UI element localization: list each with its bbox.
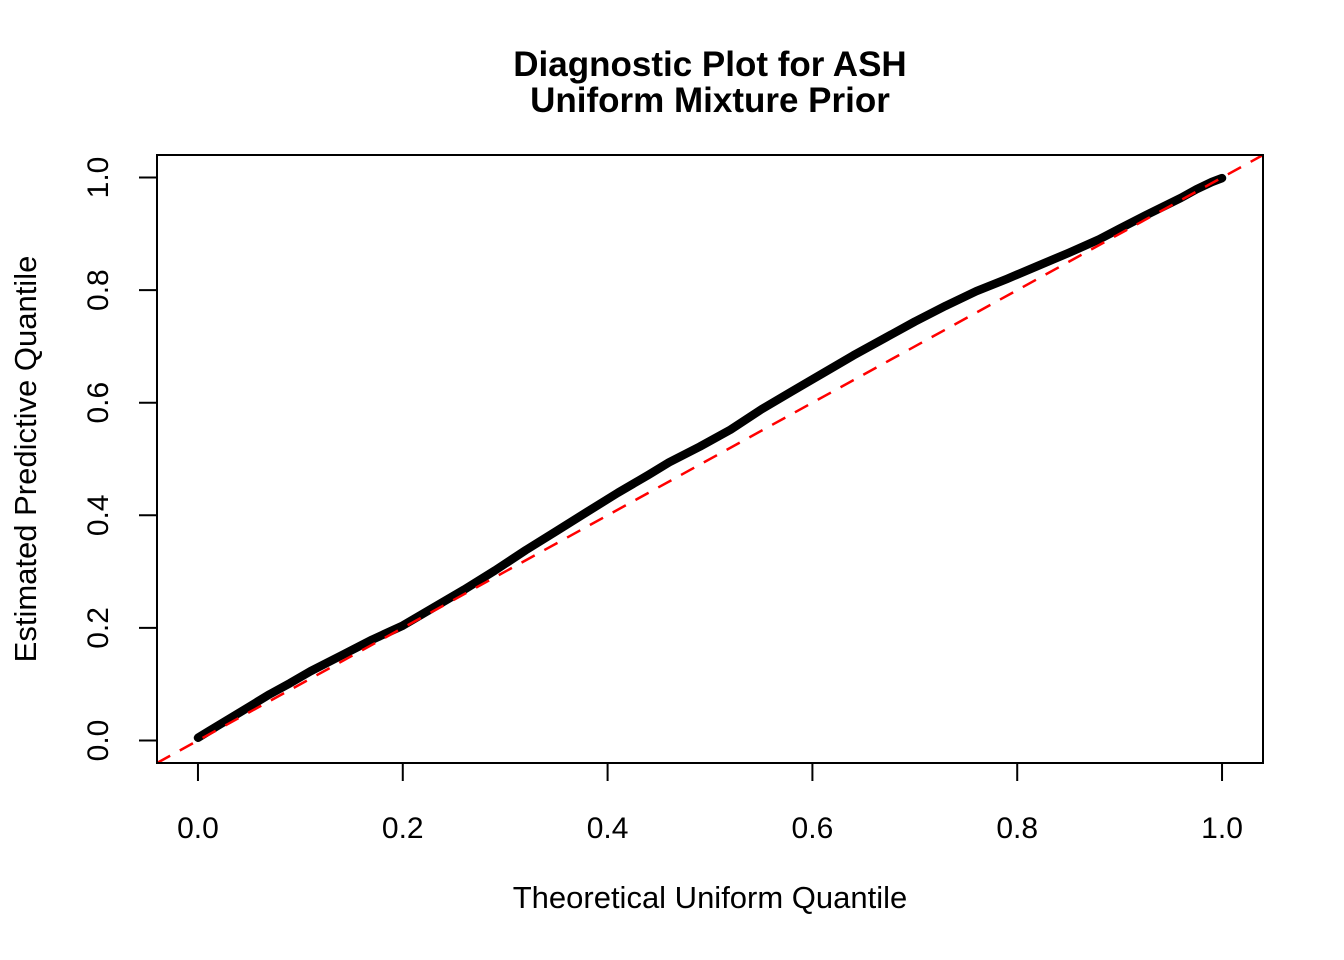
y-tick-label: 1.0 bbox=[82, 157, 115, 199]
chart-title-line-1: Diagnostic Plot for ASH bbox=[513, 45, 906, 84]
x-tick-label: 0.2 bbox=[382, 812, 424, 845]
y-tick-label: 0.2 bbox=[82, 607, 115, 649]
x-tick-label: 0.4 bbox=[587, 812, 629, 845]
chart-title-line-2: Uniform Mixture Prior bbox=[530, 81, 890, 120]
y-tick-label: 0.0 bbox=[82, 720, 115, 762]
x-tick-label: 0.0 bbox=[177, 812, 219, 845]
plot-area: 0.0 0.2 0.4 0.6 0.8 1.0 0.0 0.2 0.4 0.6 0.8 1.0 bbox=[82, 153, 1264, 845]
y-tick-label: 0.8 bbox=[82, 269, 115, 311]
x-axis-title: Theoretical Uniform Quantile bbox=[513, 880, 908, 915]
y-axis-title: Estimated Predictive Quantile bbox=[8, 256, 43, 663]
x-tick-label: 0.8 bbox=[996, 812, 1038, 845]
plot-box bbox=[156, 154, 1264, 764]
x-tick-label: 0.6 bbox=[792, 812, 834, 845]
estimated-quantile-curve bbox=[193, 173, 1227, 742]
y-tick-label: 0.4 bbox=[82, 494, 115, 536]
x-tick-label: 1.0 bbox=[1201, 812, 1243, 845]
reference-diagonal-line bbox=[156, 153, 1264, 765]
y-tick-label: 0.6 bbox=[82, 382, 115, 424]
